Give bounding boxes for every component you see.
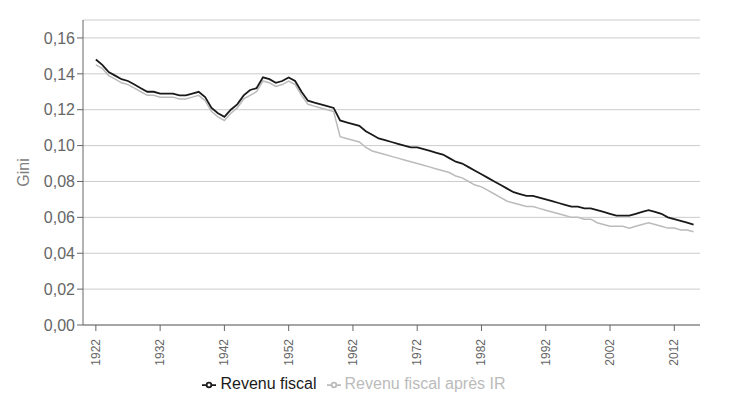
svg-text:1982: 1982 bbox=[474, 339, 488, 366]
svg-text:0,14: 0,14 bbox=[44, 66, 75, 83]
svg-text:2002: 2002 bbox=[603, 339, 617, 366]
svg-text:1992: 1992 bbox=[539, 339, 553, 366]
svg-text:1922: 1922 bbox=[89, 339, 103, 366]
svg-text:0,02: 0,02 bbox=[44, 281, 75, 298]
svg-text:0,10: 0,10 bbox=[44, 137, 75, 154]
svg-text:1972: 1972 bbox=[410, 339, 424, 366]
svg-text:0,12: 0,12 bbox=[44, 101, 75, 118]
svg-text:Gini: Gini bbox=[15, 158, 32, 186]
svg-text:0,08: 0,08 bbox=[44, 173, 75, 190]
svg-text:1932: 1932 bbox=[153, 339, 167, 366]
svg-text:0,00: 0,00 bbox=[44, 317, 75, 334]
svg-text:0,04: 0,04 bbox=[44, 245, 75, 262]
svg-text:0,16: 0,16 bbox=[44, 30, 75, 47]
html-text:Revenu fiscal: Revenu fiscal bbox=[220, 375, 317, 392]
svg-text:1952: 1952 bbox=[282, 339, 296, 366]
svg-text:2012: 2012 bbox=[667, 339, 681, 366]
html-text:Revenu fiscal après IR: Revenu fiscal après IR bbox=[344, 375, 506, 392]
svg-text:1962: 1962 bbox=[346, 339, 360, 366]
svg-text:1942: 1942 bbox=[217, 339, 231, 366]
svg-text:0,06: 0,06 bbox=[44, 209, 75, 226]
